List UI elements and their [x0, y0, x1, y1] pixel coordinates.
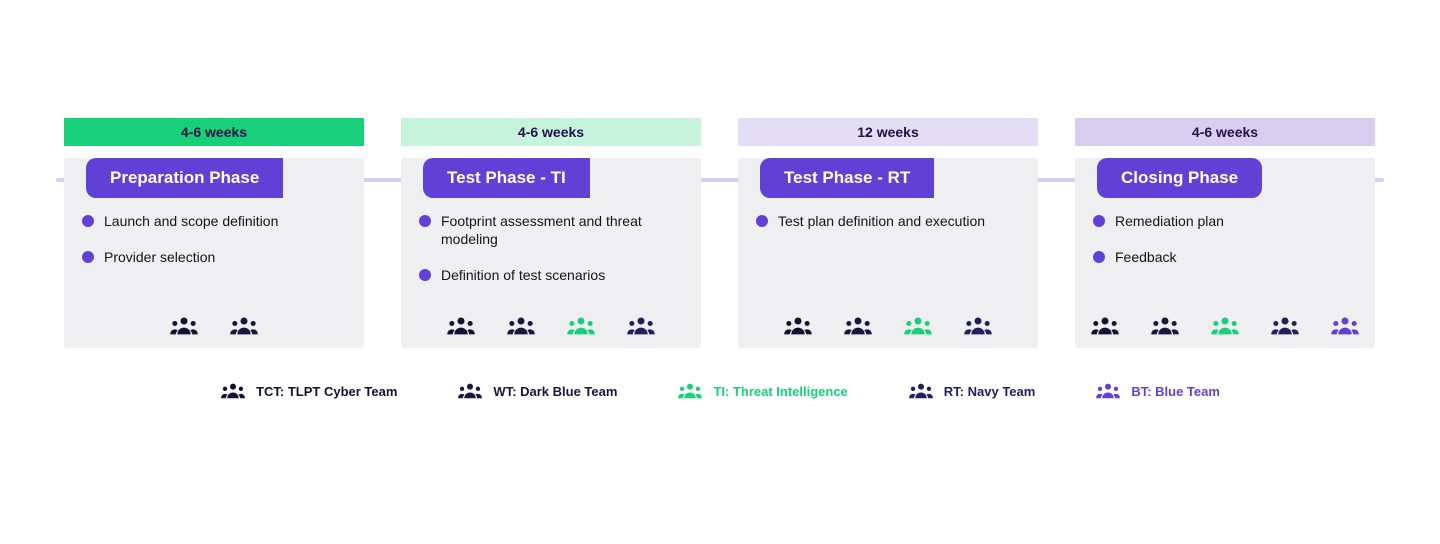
phase-arrow: Closing Phase — [1097, 158, 1262, 198]
bullet-text: Remediation plan — [1115, 212, 1224, 230]
duration-bar: 4-6 weeks — [64, 118, 364, 146]
bullet-dot-icon — [1093, 251, 1105, 263]
phase-column: Test Phase - TI Footprint assessment and … — [401, 158, 701, 348]
phase-timeline-infographic: 4-6 weeks 4-6 weeks 12 weeks 4-6 weeks Prep… — [0, 0, 1440, 544]
phase-arrow: Preparation Phase — [86, 158, 283, 198]
duration-bar: 12 weeks — [738, 118, 1038, 146]
people-icon — [1270, 316, 1300, 336]
phase-bullets: Footprint assessment and threat modeling… — [419, 212, 683, 285]
bullet-text: Definition of test scenarios — [441, 266, 605, 284]
bullet-dot-icon — [82, 251, 94, 263]
people-icon — [626, 316, 656, 336]
people-icon — [677, 382, 703, 400]
bullet-text: Provider selection — [104, 248, 215, 266]
bullet-dot-icon — [419, 269, 431, 281]
phase-column: Test Phase - RT Test plan definition and … — [738, 158, 1038, 348]
phase-bullet: Launch and scope definition — [82, 212, 346, 230]
phase-card: Preparation Phase Launch and scope defini… — [64, 158, 364, 348]
phase-bullet: Provider selection — [82, 248, 346, 266]
bullet-dot-icon — [82, 215, 94, 227]
people-icon — [783, 316, 813, 336]
phase-card: Closing Phase Remediation plan Feedback — [1075, 158, 1375, 348]
phase-arrow: Test Phase - TI — [423, 158, 590, 198]
phase-title: Test Phase - RT — [760, 158, 934, 198]
people-icon — [1150, 316, 1180, 336]
legend-label: WT: Dark Blue Team — [493, 384, 617, 399]
phase-bullet: Definition of test scenarios — [419, 266, 683, 284]
legend-item: RT: Navy Team — [908, 382, 1036, 400]
legend-label: TI: Threat Intelligence — [713, 384, 847, 399]
legend-item: BT: Blue Team — [1095, 382, 1220, 400]
legend-item: WT: Dark Blue Team — [457, 382, 617, 400]
phase-bullets: Test plan definition and execution — [756, 212, 1020, 230]
legend-item: TCT: TLPT Cyber Team — [220, 382, 397, 400]
phase-title: Test Phase - TI — [423, 158, 590, 198]
bullet-dot-icon — [419, 215, 431, 227]
bullet-text: Footprint assessment and threat modeling — [441, 212, 683, 248]
people-icon — [506, 316, 536, 336]
legend-label: TCT: TLPT Cyber Team — [256, 384, 397, 399]
phase-column: Closing Phase Remediation plan Feedback — [1075, 158, 1375, 348]
phase-column: Preparation Phase Launch and scope defini… — [64, 158, 364, 348]
phase-teams — [1075, 316, 1375, 336]
phase-teams — [64, 316, 364, 336]
phase-teams — [738, 316, 1038, 336]
people-icon — [229, 316, 259, 336]
phase-bullet: Feedback — [1093, 248, 1357, 266]
bullet-text: Test plan definition and execution — [778, 212, 985, 230]
people-icon — [1210, 316, 1240, 336]
phase-bullet: Test plan definition and execution — [756, 212, 1020, 230]
bullet-text: Feedback — [1115, 248, 1176, 266]
phase-title: Preparation Phase — [86, 158, 283, 198]
durations-row: 4-6 weeks 4-6 weeks 12 weeks 4-6 weeks — [64, 118, 1376, 146]
legend-item: TI: Threat Intelligence — [677, 382, 847, 400]
phase-bullet: Remediation plan — [1093, 212, 1357, 230]
phase-teams — [401, 316, 701, 336]
people-icon — [963, 316, 993, 336]
phase-card: Test Phase - TI Footprint assessment and … — [401, 158, 701, 348]
people-icon — [220, 382, 246, 400]
bullet-dot-icon — [1093, 215, 1105, 227]
bullet-text: Launch and scope definition — [104, 212, 278, 230]
legend-label: RT: Navy Team — [944, 384, 1036, 399]
phase-bullets: Remediation plan Feedback — [1093, 212, 1357, 266]
people-icon — [446, 316, 476, 336]
people-icon — [1090, 316, 1120, 336]
bullet-dot-icon — [756, 215, 768, 227]
phase-title: Closing Phase — [1097, 158, 1262, 198]
people-icon — [566, 316, 596, 336]
duration-bar: 4-6 weeks — [401, 118, 701, 146]
phase-bullets: Launch and scope definition Provider sele… — [82, 212, 346, 266]
people-icon — [1330, 316, 1360, 336]
phase-arrow: Test Phase - RT — [760, 158, 934, 198]
people-icon — [169, 316, 199, 336]
people-icon — [1095, 382, 1121, 400]
people-icon — [908, 382, 934, 400]
legend-label: BT: Blue Team — [1131, 384, 1220, 399]
people-icon — [843, 316, 873, 336]
phase-bullet: Footprint assessment and threat modeling — [419, 212, 683, 248]
duration-bar: 4-6 weeks — [1075, 118, 1375, 146]
people-icon — [903, 316, 933, 336]
phase-card: Test Phase - RT Test plan definition and … — [738, 158, 1038, 348]
people-icon — [457, 382, 483, 400]
legend: TCT: TLPT Cyber Team WT: Dark Blue Team TI… — [0, 382, 1440, 400]
